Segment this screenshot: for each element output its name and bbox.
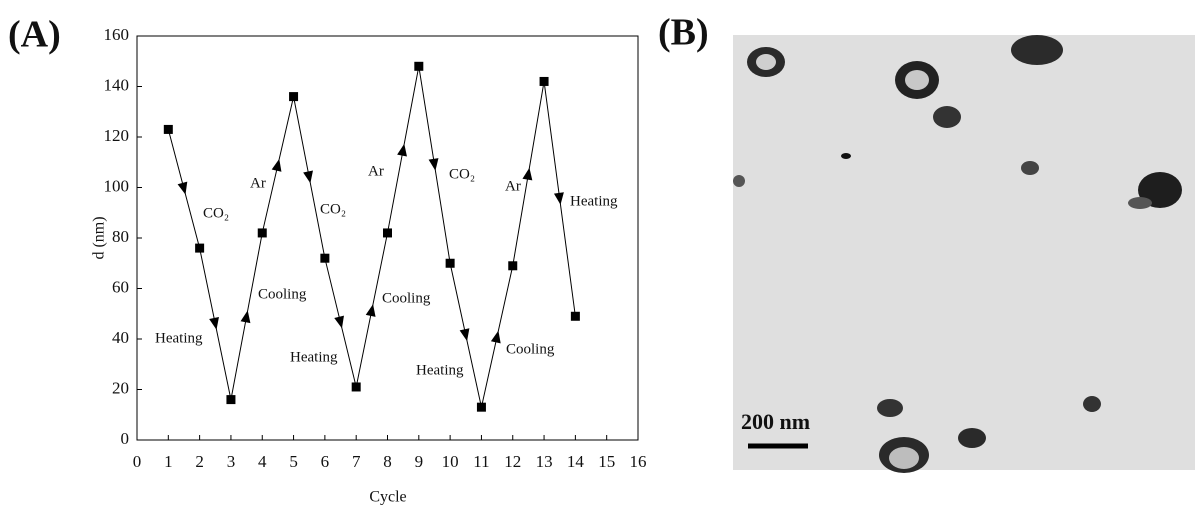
particle: [877, 399, 903, 417]
panel-label: (B): [658, 12, 709, 54]
annotation: CO₂: [320, 201, 346, 217]
x-tick-label: 8: [383, 452, 392, 471]
figure: (A) (B) Cycle d (nm) 200 nm 012345678910…: [0, 0, 1195, 510]
data-point: [164, 125, 173, 134]
direction-arrow: [303, 171, 315, 185]
data-point: [320, 254, 329, 263]
x-tick-label: 3: [227, 452, 236, 471]
data-point: [352, 382, 361, 391]
x-tick-label: 7: [352, 452, 361, 471]
x-tick-label: 2: [195, 452, 204, 471]
x-tick-label: 6: [321, 452, 330, 471]
data-point: [540, 77, 549, 86]
x-tick-label: 16: [630, 452, 647, 471]
tem-image: 200 nm: [733, 35, 1195, 473]
x-tick-label: 0: [133, 452, 142, 471]
data-point: [477, 403, 486, 412]
y-tick-label: 0: [121, 429, 130, 448]
data-point: [289, 92, 298, 101]
data-point: [414, 62, 423, 71]
data-point: [383, 228, 392, 237]
y-tick-label: 120: [104, 126, 130, 145]
x-tick-label: 10: [442, 452, 459, 471]
direction-arrow: [491, 330, 503, 344]
y-tick-label: 60: [112, 277, 129, 296]
y-tick-label: 140: [104, 75, 130, 94]
direction-arrow: [522, 167, 534, 181]
particle-core: [905, 70, 929, 90]
direction-arrow: [460, 328, 472, 342]
annotation: Ar: [250, 175, 266, 191]
data-point: [571, 312, 580, 321]
particle: [1011, 35, 1063, 65]
particle: [841, 153, 851, 159]
plot-frame: [137, 36, 638, 440]
direction-arrow: [554, 192, 565, 205]
annotation: CO₂: [449, 166, 475, 182]
annotation: Heating: [155, 330, 203, 346]
direction-arrow: [241, 309, 253, 323]
image-shade: [733, 35, 1195, 470]
annotation: Ar: [368, 163, 384, 179]
panel-label: (A): [8, 14, 61, 56]
annotation: Heating: [290, 349, 338, 365]
scale-bar-label: 200 nm: [741, 409, 810, 434]
y-tick-label: 160: [104, 25, 130, 44]
direction-arrow: [178, 182, 191, 196]
particle: [733, 175, 745, 187]
x-tick-label: 5: [289, 452, 298, 471]
annotation: Heating: [570, 193, 618, 209]
x-tick-label: 9: [415, 452, 424, 471]
particle: [1021, 161, 1039, 175]
direction-arrow: [366, 303, 378, 317]
y-tick-label: 100: [104, 176, 130, 195]
direction-arrow: [272, 158, 284, 172]
y-tick-label: 20: [112, 378, 129, 397]
particle: [1083, 396, 1101, 412]
annotation: Cooling: [258, 286, 307, 302]
y-tick-label: 40: [112, 328, 129, 347]
data-point: [195, 244, 204, 253]
y-tick-label: 80: [112, 227, 129, 246]
y-axis-label: d (nm): [91, 216, 108, 259]
annotation: CO₂: [203, 205, 229, 221]
x-tick-label: 4: [258, 452, 267, 471]
x-tick-label: 11: [473, 452, 489, 471]
direction-arrow: [397, 143, 409, 157]
direction-arrow: [429, 158, 441, 171]
direction-arrow: [209, 317, 221, 331]
data-point: [226, 395, 235, 404]
x-tick-label: 15: [598, 452, 615, 471]
data-point: [258, 228, 267, 237]
x-tick-label: 1: [164, 452, 173, 471]
data-point: [446, 259, 455, 268]
data-point: [508, 261, 517, 270]
particle: [958, 428, 986, 448]
particle: [1128, 197, 1152, 209]
direction-arrow: [334, 316, 347, 330]
particle: [933, 106, 961, 128]
x-tick-label: 14: [567, 452, 585, 471]
x-axis-label: Cycle: [369, 489, 406, 506]
x-tick-label: 12: [504, 452, 521, 471]
x-tick-label: 13: [536, 452, 553, 471]
particle-core: [756, 54, 776, 70]
annotation: Cooling: [506, 341, 555, 357]
particle-core: [889, 447, 919, 469]
annotation: Ar: [505, 178, 521, 194]
annotation: Cooling: [382, 290, 431, 306]
annotation: Heating: [416, 362, 464, 378]
